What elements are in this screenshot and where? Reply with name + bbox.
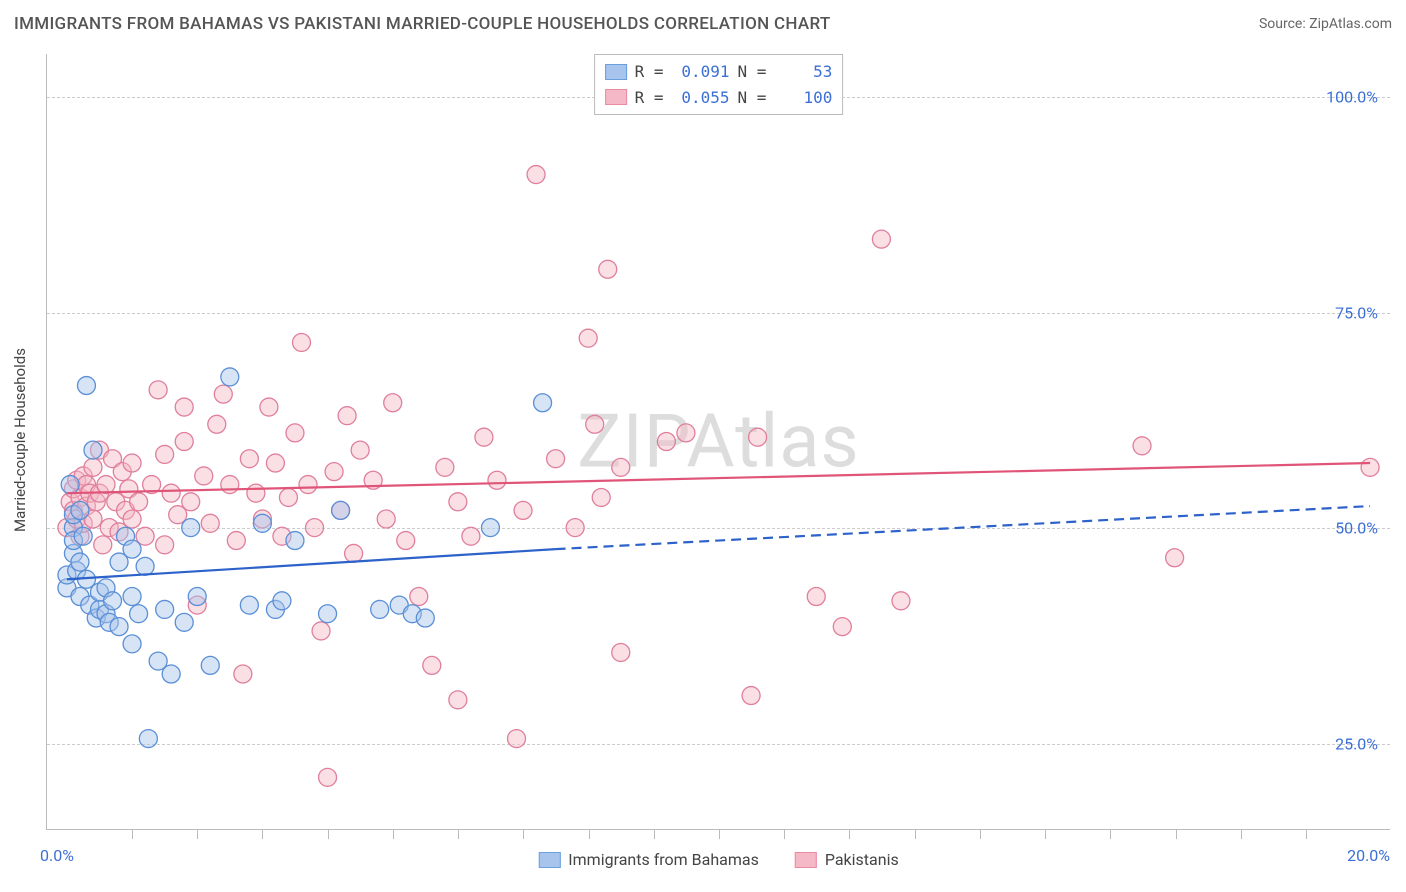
x-tick-mark [523, 829, 524, 839]
legend-correlation-box: R = 0.091 N = 53 R = 0.055 N = 100 [594, 54, 844, 115]
x-tick-mark [132, 829, 133, 839]
swatch-bahamas [605, 64, 627, 80]
x-tick-mark [784, 829, 785, 839]
x-tick-mark [1241, 829, 1242, 839]
swatch-pakistanis-bottom [795, 852, 817, 868]
x-tick-mark [458, 829, 459, 839]
swatch-pakistanis [605, 89, 627, 105]
scatter-plot-svg [47, 54, 1390, 829]
x-tick-mark [1306, 829, 1307, 839]
x-tick-mark [328, 829, 329, 839]
x-tick-mark [1045, 829, 1046, 839]
source-label: Source: ZipAtlas.com [1259, 16, 1392, 32]
chart-title: IMMIGRANTS FROM BAHAMAS VS PAKISTANI MAR… [14, 14, 831, 34]
x-tick-mark [1176, 829, 1177, 839]
plot-area: ZIPAtlas R = 0.091 N = 53 R = 0.055 N = … [46, 54, 1390, 830]
x-tick-mark [197, 829, 198, 839]
x-tick-20: 20.0% [1347, 846, 1390, 865]
x-tick-mark [719, 829, 720, 839]
chart-header: IMMIGRANTS FROM BAHAMAS VS PAKISTANI MAR… [0, 0, 1406, 40]
legend-row-bahamas: R = 0.091 N = 53 [605, 59, 833, 85]
x-tick-mark [654, 829, 655, 839]
legend-series: Immigrants from Bahamas Pakistanis [538, 850, 898, 869]
legend-row-pakistanis: R = 0.055 N = 100 [605, 85, 833, 111]
x-tick-mark [589, 829, 590, 839]
swatch-bahamas-bottom [538, 852, 560, 868]
chart-container: IMMIGRANTS FROM BAHAMAS VS PAKISTANI MAR… [0, 0, 1406, 892]
legend-item-bahamas: Immigrants from Bahamas [538, 850, 759, 869]
x-tick-mark [980, 829, 981, 839]
x-tick-mark [1110, 829, 1111, 839]
legend-item-pakistanis: Pakistanis [795, 850, 899, 869]
y-axis-label: Married-couple Households [11, 348, 29, 532]
x-tick-mark [262, 829, 263, 839]
x-tick-0: 0.0% [40, 846, 74, 865]
x-tick-mark [915, 829, 916, 839]
x-tick-mark [849, 829, 850, 839]
x-tick-mark [393, 829, 394, 839]
